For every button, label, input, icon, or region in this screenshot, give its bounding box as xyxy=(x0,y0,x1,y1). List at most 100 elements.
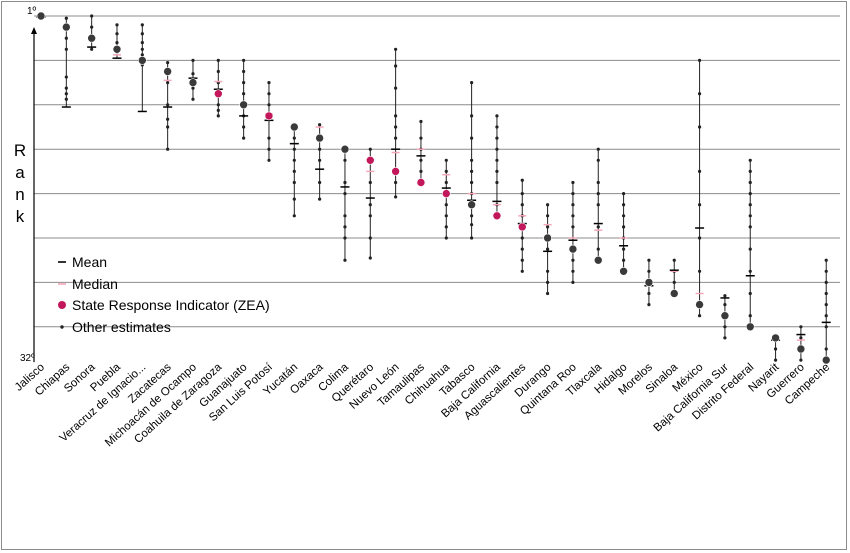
other-estimate-dot xyxy=(773,358,778,362)
state-group xyxy=(112,23,122,59)
other-estimate-dot xyxy=(292,214,296,218)
other-estimate-dot xyxy=(824,325,828,329)
other-estimate-dot xyxy=(166,61,170,65)
other-estimate-dot xyxy=(697,314,702,318)
state-group xyxy=(593,147,603,265)
state-group xyxy=(365,147,375,260)
other-estimate-dot xyxy=(292,197,296,201)
other-estimate-dot xyxy=(470,236,474,240)
other-estimate-dot xyxy=(191,86,195,90)
other-estimate-dot xyxy=(64,92,68,96)
y-axis-title-letter: a xyxy=(15,163,25,182)
other-estimate-dot xyxy=(596,192,600,196)
other-estimate-dot xyxy=(394,136,398,140)
other-estimate-dot xyxy=(394,125,398,129)
other-estimate-dot xyxy=(368,180,372,185)
state-group xyxy=(669,258,679,298)
other-estimate-dot xyxy=(394,64,398,68)
other-estimate-dot xyxy=(470,223,474,227)
state-group xyxy=(467,81,477,240)
y-tick-label-bottom: 32º xyxy=(20,353,35,364)
other-estimate-dot xyxy=(140,23,144,27)
other-estimate-dot xyxy=(394,195,398,199)
other-estimate-dot xyxy=(596,158,600,162)
other-estimate-dot xyxy=(520,269,524,273)
zea-dot xyxy=(391,167,400,176)
legend-symbol xyxy=(58,301,66,309)
other-estimate-dot xyxy=(495,125,499,129)
zea-dot xyxy=(112,44,122,54)
state-group xyxy=(517,178,527,273)
other-estimate-dot xyxy=(824,347,828,351)
other-estimate-dot xyxy=(723,294,727,298)
other-estimate-dot xyxy=(697,125,702,129)
other-estimate-dot xyxy=(621,203,626,207)
other-estimate-dot xyxy=(292,169,296,173)
legend: Mean Median State Response Indicator (ZEA)… xyxy=(58,254,270,335)
other-estimate-dot xyxy=(444,203,448,207)
zea-dot xyxy=(36,11,46,21)
other-estimate-dot xyxy=(824,314,828,318)
other-estimate-dot xyxy=(343,214,347,218)
other-estimate-dot xyxy=(596,180,600,185)
state-group xyxy=(87,14,97,51)
other-estimate-dot xyxy=(697,58,702,63)
y-axis-title-letter: k xyxy=(15,207,25,226)
y-axis: 1º 32º xyxy=(20,6,37,364)
other-estimate-dot xyxy=(343,225,347,229)
other-estimate-dot xyxy=(444,225,448,229)
other-estimate-dot xyxy=(571,192,575,196)
other-estimate-dot xyxy=(621,258,626,262)
other-estimate-dot xyxy=(546,214,550,218)
state-group xyxy=(137,23,147,113)
zea-dot xyxy=(365,156,375,165)
other-estimate-dot xyxy=(444,214,448,218)
zea-dot xyxy=(163,67,172,76)
other-estimate-dot xyxy=(470,114,474,118)
state-group xyxy=(391,47,401,199)
other-estimate-dot xyxy=(140,32,144,36)
other-estimate-dot xyxy=(495,169,499,173)
other-estimate-dot xyxy=(292,147,296,151)
other-estimate-dot xyxy=(368,214,372,218)
other-estimate-dot xyxy=(723,336,727,340)
data-marks xyxy=(36,11,831,365)
other-estimate-dot xyxy=(470,180,474,185)
other-estimate-dot xyxy=(470,169,474,173)
legend-label: Other estimates xyxy=(72,319,171,335)
other-estimate-dot xyxy=(647,258,651,262)
zea-dot xyxy=(315,133,324,143)
state-group xyxy=(163,61,173,151)
other-estimate-dot xyxy=(495,158,499,162)
other-estimate-dot xyxy=(343,258,347,262)
other-estimate-dot xyxy=(216,103,220,107)
other-estimate-dot xyxy=(394,47,398,51)
other-estimate-dot xyxy=(216,58,220,63)
zea-dot xyxy=(239,100,248,110)
other-estimate-dot xyxy=(394,114,398,118)
zea-dot xyxy=(517,222,527,232)
other-estimate-dot xyxy=(242,58,246,63)
other-estimate-dot xyxy=(368,236,372,240)
other-estimate-dot xyxy=(292,136,296,140)
other-estimate-dot xyxy=(723,325,727,329)
zea-dot xyxy=(796,344,806,354)
other-estimate-dot xyxy=(773,347,778,351)
legend-item: Other estimates xyxy=(60,319,171,335)
other-estimate-dot xyxy=(520,258,524,262)
other-estimate-dot xyxy=(419,158,423,162)
other-estimate-dot xyxy=(267,147,271,151)
other-estimate-dot xyxy=(596,225,600,229)
other-estimate-dot xyxy=(368,203,372,207)
other-estimate-dot xyxy=(672,280,676,284)
other-estimate-dot xyxy=(495,136,499,140)
zea-dot xyxy=(543,233,552,243)
other-estimate-dot xyxy=(444,169,448,173)
other-estimate-dot xyxy=(267,103,271,107)
other-estimate-dot xyxy=(267,81,271,85)
state-group xyxy=(695,58,705,318)
zea-dot xyxy=(771,333,780,343)
other-estimate-dot xyxy=(495,180,499,185)
other-estimate-dot xyxy=(64,16,68,20)
